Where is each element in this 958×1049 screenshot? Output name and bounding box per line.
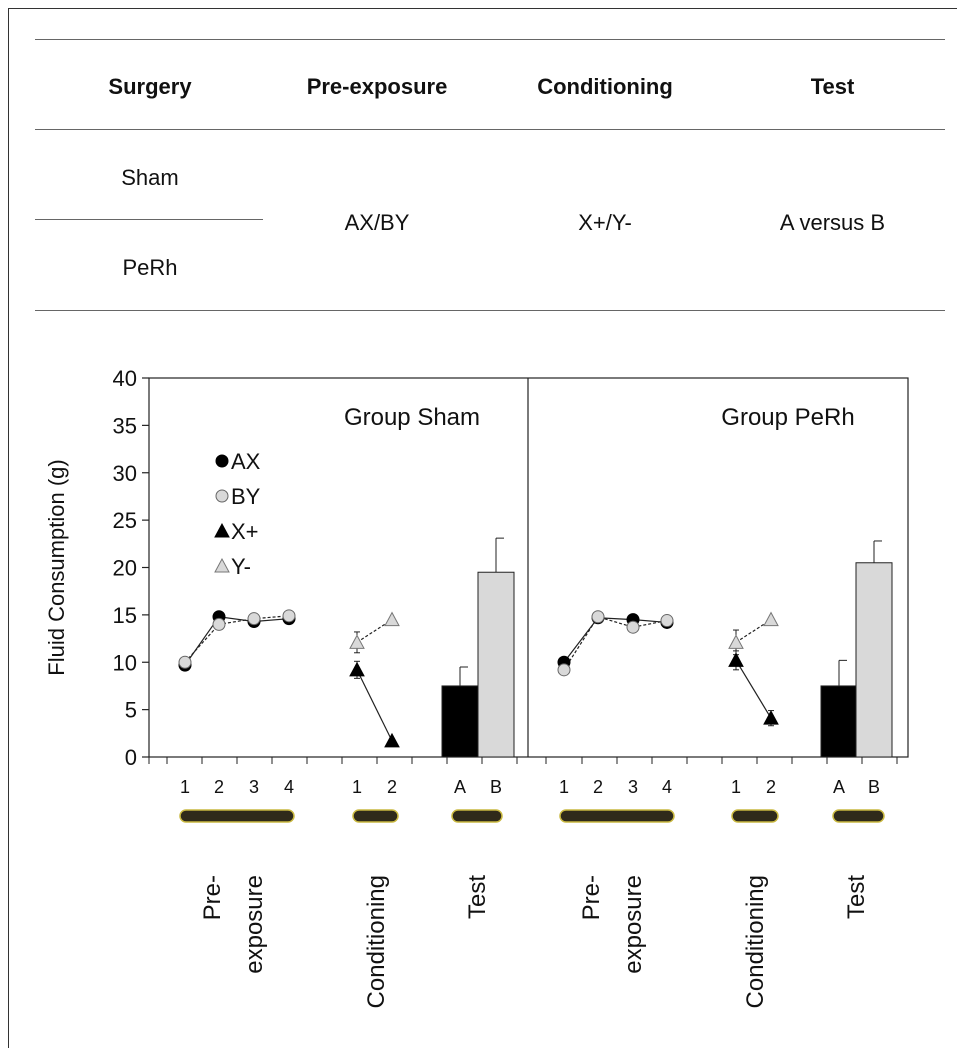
point-perh-by-4 (660, 614, 674, 628)
surgery-sham: Sham (121, 165, 179, 190)
point-perh-by-1 (557, 663, 571, 677)
header-pre-exposure: Pre-exposure (306, 74, 448, 99)
header-rule (35, 129, 945, 130)
x-tick-label: 1 (352, 777, 362, 797)
legend-marker-by (215, 489, 229, 503)
x-tick-label: B (490, 777, 502, 797)
bar-sham-a (441, 685, 479, 758)
bar-perh-a (820, 685, 858, 758)
x-tick-label: 2 (387, 777, 397, 797)
stage-label-test: Test (464, 875, 491, 919)
point-sham-by-3 (247, 612, 261, 626)
stage-label-conditioning: Conditioning (742, 875, 769, 1008)
y-tick-label: 35 (113, 413, 137, 438)
x-tick-label: 3 (628, 777, 638, 797)
surgery-divider (35, 219, 263, 220)
point-perh-x-1 (728, 652, 744, 667)
panel-title-sham: Group Sham (344, 404, 480, 431)
bar-sham-b (477, 571, 515, 758)
point-sham-y-1 (349, 634, 365, 649)
panel-title-perh: Group PeRh (721, 404, 854, 431)
x-tick-label: 4 (662, 777, 672, 797)
table-top-rule (35, 39, 945, 40)
test-cell: A versus B (779, 210, 886, 235)
stage-label-test: Test (843, 875, 870, 919)
series-line-sham-by (184, 615, 290, 663)
series-line-perh-y (735, 619, 772, 643)
point-perh-by-2 (591, 610, 605, 624)
legend-label: X+ (231, 519, 259, 544)
pre-exposure-cell: AX/BY (344, 210, 410, 235)
stage-bar-sham-test (451, 809, 503, 823)
x-tick-label: A (833, 777, 845, 797)
x-tick-label: A (454, 777, 466, 797)
stage-bar-sham-pre (179, 809, 295, 823)
surgery-perh: PeRh (122, 255, 178, 280)
conditioning-cell: X+/Y- (578, 210, 632, 235)
x-tick-label: 1 (731, 777, 741, 797)
y-tick-label: 30 (113, 461, 137, 486)
y-tick-label: 5 (125, 698, 137, 723)
y-tick-label: 20 (113, 556, 137, 581)
y-tick-label: 25 (113, 508, 137, 533)
x-tick-label: 4 (284, 777, 294, 797)
point-sham-x-1 (349, 661, 365, 677)
y-tick-label: 10 (113, 650, 137, 675)
point-perh-y-2 (763, 611, 779, 627)
header-surgery: Surgery (108, 74, 192, 99)
x-tick-label: 2 (214, 777, 224, 797)
legend-label: Y- (231, 554, 251, 579)
stage-bar-perh-pre (559, 809, 675, 823)
x-tick-label: 2 (766, 777, 776, 797)
y-tick-label: 40 (113, 366, 137, 391)
y-tick-label: 15 (113, 603, 137, 628)
stage-label-pre-2: exposure (620, 875, 647, 974)
legend-label: BY (231, 484, 261, 509)
x-tick-label: 1 (559, 777, 569, 797)
y-axis-label: Fluid Consumption (g) (44, 459, 69, 675)
header-test: Test (810, 74, 855, 99)
series-line-sham-y (356, 619, 393, 643)
bar-perh-b (855, 562, 893, 758)
x-tick-label: 2 (593, 777, 603, 797)
legend-marker-x (214, 522, 230, 538)
stage-label-pre-1: Pre- (578, 875, 605, 920)
series-line-perh-ax (563, 617, 668, 663)
stage-bar-perh-test (832, 809, 885, 823)
legend-marker-ax (215, 454, 229, 468)
series-line-perh-by (563, 616, 668, 671)
stage-bar-sham-cond (352, 809, 399, 823)
stage-bar-perh-cond (731, 809, 779, 823)
header-conditioning: Conditioning (537, 74, 673, 99)
point-perh-by-3 (626, 620, 640, 634)
stage-label-pre-2: exposure (241, 875, 268, 974)
legend-label: AX (231, 449, 261, 474)
point-sham-y-2 (384, 611, 400, 627)
x-tick-label: 3 (249, 777, 259, 797)
point-perh-x-2 (763, 710, 779, 725)
y-tick-label: 0 (125, 745, 137, 770)
table-bottom-rule (35, 310, 945, 311)
stage-label-pre-1: Pre- (199, 875, 226, 920)
point-sham-by-4 (282, 609, 296, 623)
series-line-sham-ax (184, 616, 290, 666)
point-sham-by-1 (178, 655, 192, 669)
point-sham-by-2 (212, 617, 226, 631)
stage-label-conditioning: Conditioning (363, 875, 390, 1008)
point-perh-y-1 (728, 634, 744, 649)
legend-marker-y (214, 557, 230, 573)
x-tick-label: B (868, 777, 880, 797)
figure-frame (8, 8, 957, 1048)
x-tick-label: 1 (180, 777, 190, 797)
series-line-perh-x (735, 660, 772, 719)
point-sham-x-2 (384, 732, 400, 748)
series-line-sham-x (356, 669, 393, 742)
